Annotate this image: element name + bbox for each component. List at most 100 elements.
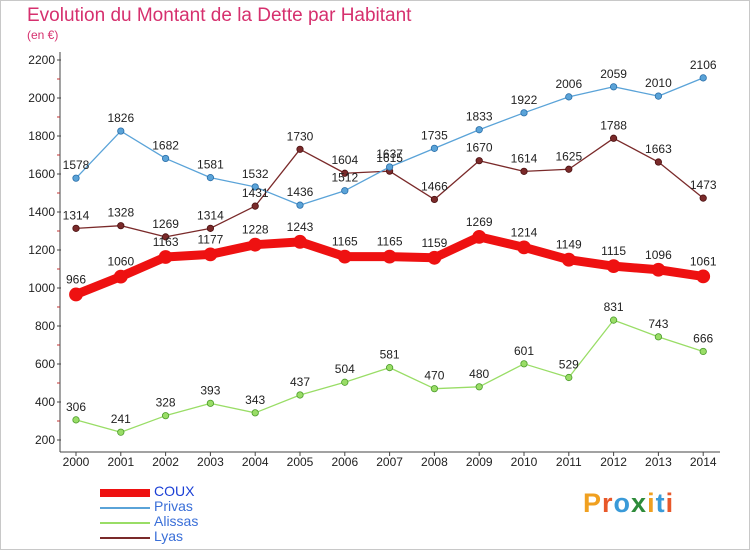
x-tick-label: 2001 xyxy=(107,455,134,469)
data-point-privas xyxy=(430,144,438,152)
data-point-lyas xyxy=(206,224,214,232)
data-label-lyas: 1466 xyxy=(421,179,448,193)
data-point-coux xyxy=(248,237,263,252)
x-tick-label: 2002 xyxy=(152,455,179,469)
x-tick-label: 2011 xyxy=(556,455,582,469)
data-point-lyas xyxy=(341,169,349,177)
data-point-privas xyxy=(341,187,349,195)
data-label-coux: 1159 xyxy=(421,236,447,250)
data-point-lyas xyxy=(430,195,438,204)
data-point-lyas xyxy=(72,224,80,232)
data-label-lyas: 1625 xyxy=(555,149,582,163)
data-label-alissas: 437 xyxy=(290,375,310,389)
logo-letter: i xyxy=(647,488,656,518)
data-label-privas: 1578 xyxy=(63,158,90,172)
y-tick-label: 200 xyxy=(35,433,55,447)
data-point-alissas xyxy=(117,428,125,436)
data-label-lyas: 1663 xyxy=(645,142,672,156)
data-label-privas: 1581 xyxy=(197,158,224,172)
data-point-alissas xyxy=(72,416,80,424)
data-point-lyas xyxy=(162,233,170,241)
data-label-alissas: 480 xyxy=(469,367,489,381)
data-point-coux xyxy=(606,259,621,274)
data-point-lyas xyxy=(654,158,663,166)
data-label-coux: 1061 xyxy=(690,254,717,268)
data-label-alissas: 328 xyxy=(156,396,176,410)
y-tick-label: 1200 xyxy=(28,243,55,257)
legend-swatch-lyas xyxy=(100,537,150,539)
data-point-alissas xyxy=(430,385,438,393)
data-label-coux: 1165 xyxy=(377,235,403,249)
y-tick-label: 400 xyxy=(35,395,55,409)
legend-label-coux: COUX xyxy=(154,483,195,499)
logo-letter: r xyxy=(602,488,614,518)
data-point-privas xyxy=(162,154,170,163)
data-point-privas xyxy=(385,163,394,171)
data-point-coux xyxy=(696,269,711,284)
y-tick-label: 1800 xyxy=(28,129,55,143)
legend-label-alissas: Alissas xyxy=(154,513,199,529)
data-point-alissas xyxy=(475,383,483,391)
data-label-alissas: 529 xyxy=(559,357,579,371)
data-label-lyas: 1269 xyxy=(152,217,179,231)
x-tick-label: 2008 xyxy=(421,455,448,469)
logo-letter: P xyxy=(583,488,603,518)
data-label-alissas: 393 xyxy=(200,383,220,397)
data-point-alissas xyxy=(296,391,304,399)
x-tick-label: 2010 xyxy=(511,455,538,469)
logo-letter: i xyxy=(665,488,675,518)
data-label-lyas: 1788 xyxy=(600,118,627,132)
data-point-lyas xyxy=(117,222,125,230)
data-label-coux: 1243 xyxy=(287,220,314,234)
x-tick-label: 2012 xyxy=(600,455,627,469)
logo-letter: x xyxy=(631,488,648,518)
legend: COUX Privas Alissas Lyas xyxy=(100,483,260,545)
data-label-alissas: 470 xyxy=(424,369,444,383)
data-label-alissas: 504 xyxy=(335,362,355,376)
y-tick-label: 1600 xyxy=(28,167,55,181)
data-label-lyas: 1314 xyxy=(197,208,224,222)
data-label-alissas: 241 xyxy=(111,412,131,426)
data-label-coux: 1149 xyxy=(556,238,582,252)
data-label-privas: 1436 xyxy=(287,185,314,199)
y-tick-label: 600 xyxy=(35,357,55,371)
legend-swatch-privas xyxy=(100,507,150,509)
data-point-alissas xyxy=(206,399,214,407)
data-label-alissas: 743 xyxy=(648,317,668,331)
data-point-coux xyxy=(382,249,397,264)
legend-item-coux: COUX xyxy=(100,483,260,500)
data-label-privas: 2106 xyxy=(690,58,717,72)
data-label-privas: 1833 xyxy=(466,110,493,124)
data-label-coux: 1163 xyxy=(153,235,179,249)
data-label-coux: 966 xyxy=(66,272,86,286)
data-label-privas: 2006 xyxy=(555,77,582,91)
data-point-privas xyxy=(699,74,707,82)
data-label-coux: 1115 xyxy=(601,244,626,258)
logo-letter: t xyxy=(655,488,666,518)
data-point-coux xyxy=(561,252,576,267)
data-point-alissas xyxy=(251,409,259,417)
legend-label-lyas: Lyas xyxy=(154,528,184,544)
data-point-coux xyxy=(517,240,531,255)
data-point-alissas xyxy=(699,347,707,356)
data-point-coux xyxy=(337,249,352,264)
x-tick-label: 2013 xyxy=(645,455,672,469)
data-label-privas: 1532 xyxy=(242,167,269,181)
data-point-coux xyxy=(293,234,307,249)
data-point-privas xyxy=(520,109,528,117)
data-point-alissas xyxy=(385,364,394,372)
data-point-coux xyxy=(472,229,487,244)
data-label-coux: 1096 xyxy=(645,248,672,262)
data-label-alissas: 666 xyxy=(693,331,713,345)
data-label-lyas: 1615 xyxy=(376,151,403,165)
data-point-privas xyxy=(565,93,573,101)
data-point-privas xyxy=(117,127,125,135)
y-tick-label: 2200 xyxy=(28,53,55,67)
data-point-coux xyxy=(158,250,173,264)
y-tick-label: 800 xyxy=(35,319,55,333)
data-point-lyas xyxy=(609,134,618,142)
data-point-privas xyxy=(296,201,304,209)
data-point-coux xyxy=(69,287,83,302)
data-label-privas: 1512 xyxy=(331,171,358,185)
data-label-coux: 1269 xyxy=(466,215,493,229)
